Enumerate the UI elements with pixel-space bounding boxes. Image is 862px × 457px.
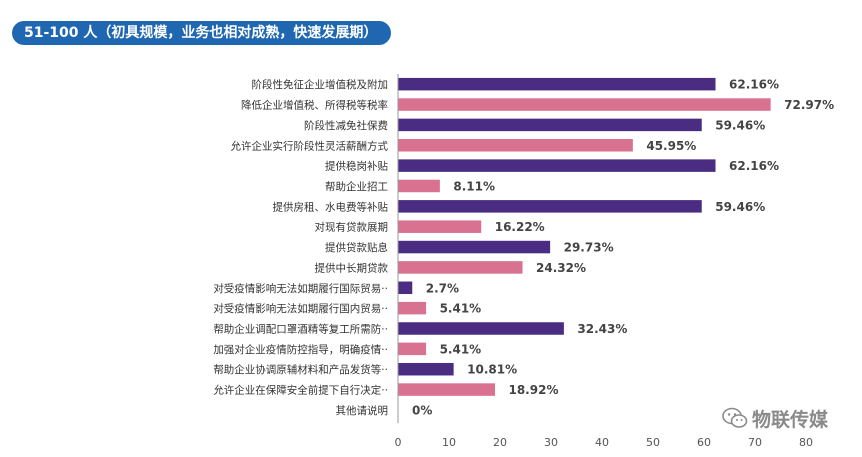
category-label: 阶段性减免社保费 — [304, 119, 388, 132]
value-label: 5.41% — [440, 302, 482, 316]
value-label: 16.22% — [495, 220, 545, 234]
category-label: 提供房租、水电费等补贴 — [273, 200, 389, 213]
bar — [398, 240, 551, 254]
value-label: 62.16% — [729, 78, 779, 92]
category-label: 提供贷款贴息 — [325, 241, 388, 254]
category-label: 对现有贷款展期 — [315, 221, 389, 234]
wechat-icon — [722, 407, 748, 428]
x-tick-label: 20 — [493, 436, 507, 449]
category-label: 降低企业增值税、所得税等税率 — [241, 99, 388, 112]
category-label: 提供稳岗补贴 — [325, 160, 388, 173]
value-label: 59.46% — [715, 118, 765, 132]
category-label: 对受疫情影响无法如期履行国内贸易·· — [213, 302, 388, 315]
category-label: 帮助企业调配口罩酒精等复工所需防·· — [213, 323, 388, 336]
bar — [398, 200, 702, 213]
x-tick-label: 0 — [395, 436, 402, 449]
x-tick-label: 30 — [544, 436, 558, 449]
value-label: 32.43% — [577, 322, 627, 336]
x-tick-label: 60 — [697, 436, 711, 449]
x-tick-label: 10 — [442, 436, 456, 449]
value-label: 24.32% — [536, 261, 586, 275]
bar — [398, 98, 771, 111]
x-tick-label: 40 — [595, 436, 609, 449]
bar — [398, 362, 454, 376]
value-label: 72.97% — [784, 98, 834, 112]
category-label: 提供中长期贷款 — [315, 261, 389, 274]
bar — [398, 118, 702, 132]
value-label: 2.7% — [426, 281, 459, 295]
category-label: 允许企业实行阶段性灵活薪酬方式 — [231, 139, 389, 152]
bar — [398, 179, 440, 193]
bar — [398, 220, 482, 233]
watermark-text: 物联传媒 — [752, 408, 829, 431]
category-label: 阶段性免征企业增值税及附加 — [252, 78, 389, 91]
bar — [398, 77, 716, 91]
x-tick-label: 70 — [748, 436, 762, 449]
bar — [398, 281, 413, 295]
value-label: 8.11% — [453, 179, 495, 193]
bar — [398, 322, 564, 335]
x-tick-label: 50 — [646, 436, 660, 449]
value-label: 45.95% — [646, 139, 696, 153]
bar — [398, 342, 427, 356]
bar — [398, 159, 716, 172]
category-label: 对受疫情影响无法如期履行国际贸易·· — [213, 282, 388, 295]
value-label: 10.81% — [467, 363, 517, 377]
category-label: 帮助企业招工 — [325, 180, 388, 193]
value-label: 5.41% — [440, 342, 482, 356]
category-label: 允许企业在保障安全前提下自行决定·· — [213, 384, 388, 397]
category-label: 加强对企业疫情防控指导，明确疫情·· — [213, 343, 388, 356]
value-label: 18.92% — [508, 383, 558, 397]
value-label: 29.73% — [564, 241, 614, 255]
value-label: 62.16% — [729, 159, 779, 173]
bar — [398, 301, 427, 315]
chart-title: 51-100 人（初具规模，业务也相对成熟，快速发展期） — [12, 21, 392, 45]
value-label: 0% — [412, 403, 432, 417]
watermark: 物联传媒 — [722, 404, 828, 432]
x-tick-label: 80 — [799, 436, 813, 449]
value-label: 59.46% — [715, 200, 765, 214]
bar — [398, 139, 633, 152]
category-label: 帮助企业协调原辅材料和产品发货等·· — [213, 363, 388, 376]
bar — [398, 261, 523, 274]
bar — [398, 383, 495, 396]
category-label: 其他请说明 — [336, 404, 389, 417]
